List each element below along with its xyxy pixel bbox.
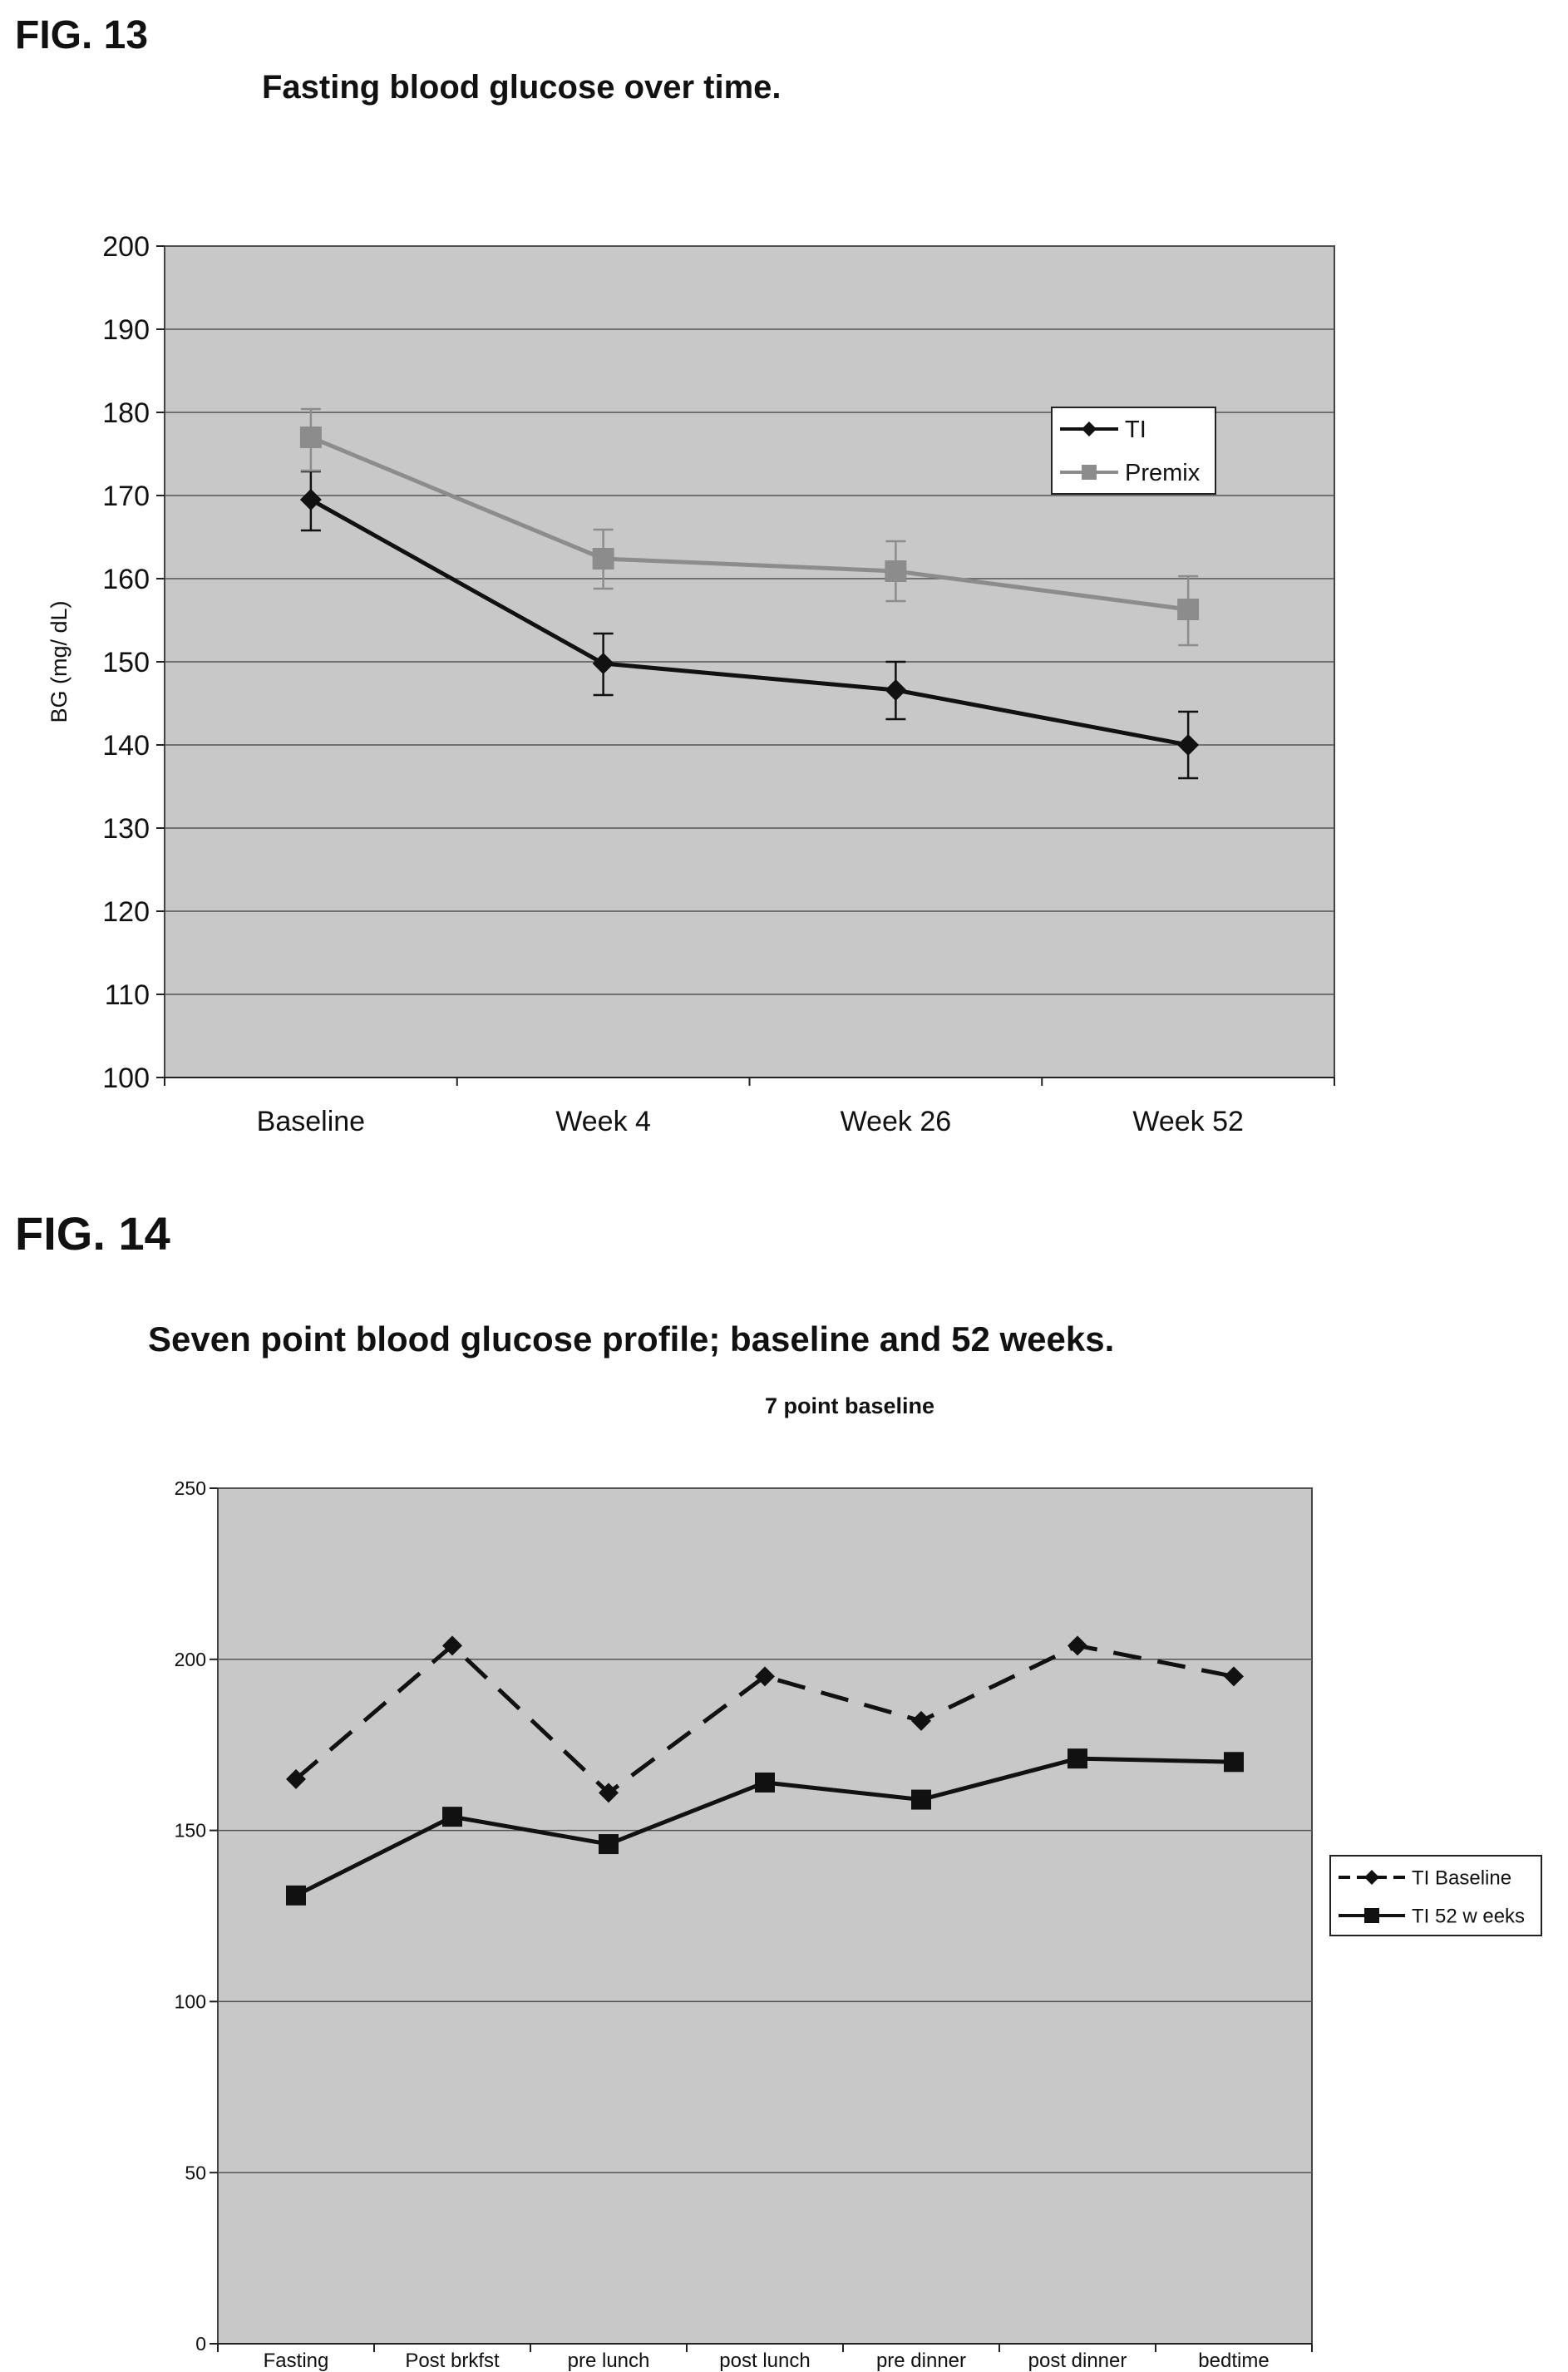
x-tick-label: post dinner [1028,2350,1127,2372]
data-point [286,1768,306,1789]
y-tick-label: 250 [175,1477,206,1499]
y-tick-label: 150 [102,647,150,678]
series-2 [286,1748,1244,1906]
data-point [599,1834,619,1855]
figure-13-label: FIG. 13 [15,13,148,57]
y-tick-label: 180 [102,397,150,429]
legend-marker [1364,1870,1379,1885]
y-axis-label: BG (mg/ dL) [47,600,71,722]
data-point [755,1666,775,1687]
series-1 [299,470,1200,780]
data-point [442,1807,462,1827]
data-point [286,1885,306,1906]
data-point [1224,1666,1244,1687]
x-tick-label: pre lunch [568,2350,650,2372]
y-tick-label: 160 [102,564,150,595]
legend-label: TI Baseline [1412,1867,1511,1889]
figure-14-label: FIG. 14 [15,1207,170,1260]
legend-label: Premix [1125,460,1201,486]
y-tick-label: 0 [195,2333,206,2355]
data-point [885,679,907,701]
legend-box [1051,407,1216,495]
y-tick-label: 200 [102,231,150,263]
y-tick-label: 110 [105,979,150,1011]
x-tick-label: Fasting [264,2350,329,2372]
plot-area [217,1487,1313,2345]
series-line [309,435,1189,612]
y-tick-label: 130 [102,813,150,845]
x-tick-label: post lunch [719,2350,810,2372]
y-tick-label: 190 [102,314,150,346]
y-tick-label: 120 [102,896,150,928]
legend: TI Premix [1051,407,1216,495]
y-tick-label: 100 [102,1063,150,1094]
data-point [299,489,322,510]
fasting-glucose-chart: 100 110 120 130 140 150 160 170 180 190 200 Baselin… [47,231,1335,1137]
data-point [911,1710,931,1731]
data-point [442,1635,462,1656]
data-point [1224,1752,1244,1773]
data-point [592,653,614,674]
data-point [755,1772,775,1793]
x-tick-label: Post brkfst [405,2350,500,2372]
figure-13-title: Fasting blood glucose over time. [262,69,782,106]
data-point [1068,1635,1087,1656]
x-tick-label: Week 4 [555,1106,651,1137]
legend-marker [1364,1908,1379,1923]
data-point [599,1783,619,1803]
y-tick-label: 150 [175,1820,206,1842]
y-tick-label: 200 [175,1649,206,1670]
y-tick-label: 100 [175,1990,206,2012]
legend-marker [1082,422,1097,436]
data-point [885,560,907,582]
legend: TI Baseline TI 52 w eeks [1329,1855,1542,1936]
series-2 [299,407,1200,647]
y-tick-label: 170 [102,481,150,512]
data-point [911,1789,931,1810]
seven-point-chart-title: 7 point baseline [765,1393,934,1418]
legend-label: TI 52 w eeks [1412,1905,1525,1927]
legend-label: TI [1125,417,1146,443]
y-tick-label: 140 [102,730,150,762]
data-point [1177,734,1200,756]
x-tick-label: Baseline [257,1106,365,1137]
x-tick-label: pre dinner [876,2350,966,2372]
figure-14-title: Seven point blood glucose profile; basel… [148,1319,1114,1359]
seven-point-profile-chart: 0 50 100 150 200 250 Fasting Post brkfst pre lun… [175,1477,1542,2372]
legend-marker [1082,465,1097,480]
x-tick-label: bedtime [1198,2350,1269,2372]
data-point [299,427,322,448]
x-tick-label: Week 52 [1132,1106,1244,1137]
y-tick-label: 50 [185,2162,206,2183]
data-point [592,548,614,570]
x-tick-label: Week 26 [841,1106,952,1137]
data-point [1068,1748,1087,1769]
series-line [309,497,1189,747]
series-1 [286,1635,1244,1803]
data-point [1177,599,1200,620]
